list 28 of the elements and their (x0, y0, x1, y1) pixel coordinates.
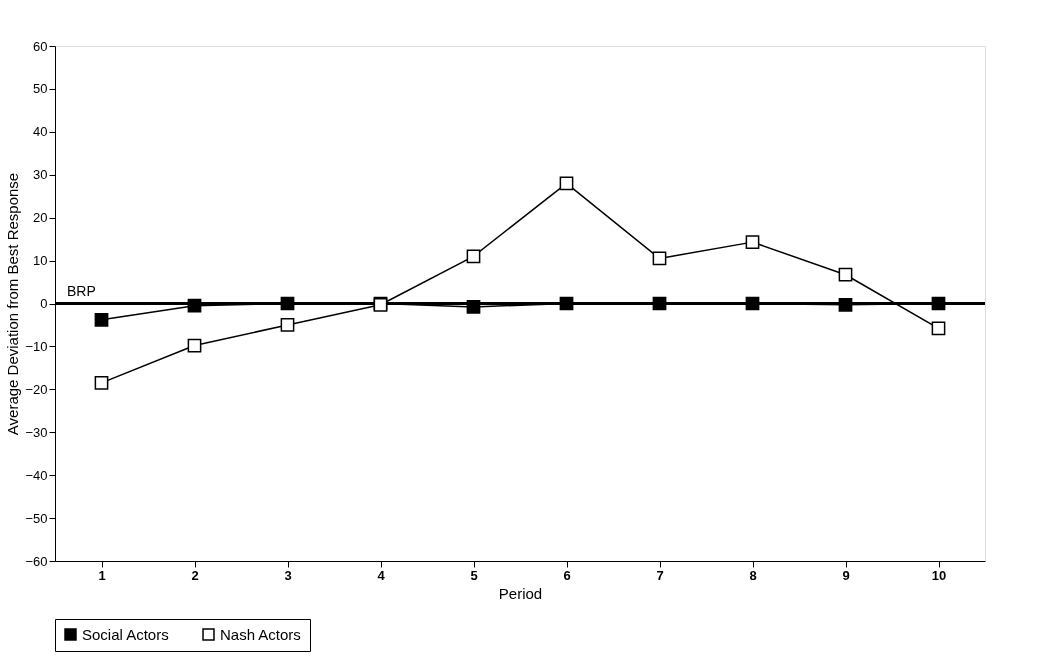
x-tick-label: 8 (749, 567, 757, 583)
legend-label: Nash Actors (220, 625, 301, 643)
y-tick-label: 20 (33, 210, 48, 226)
y-tick-label: 30 (33, 167, 48, 183)
y-tick-label: 60 (33, 38, 48, 54)
y-tick-label: −50 (25, 510, 48, 526)
x-tick-label: 1 (98, 567, 106, 583)
x-tick-label: 6 (563, 567, 571, 583)
y-tick-label: −40 (25, 467, 48, 483)
y-tick-label: −20 (25, 381, 48, 397)
x-tick-label: 10 (931, 567, 947, 583)
y-tick-label: −60 (25, 553, 48, 569)
x-tick-label: 7 (656, 567, 664, 583)
y-tick-label: −30 (25, 424, 48, 440)
y-tick-label: 10 (33, 253, 48, 269)
x-tick-label: 4 (377, 567, 386, 583)
y-tick-label: 50 (33, 81, 48, 97)
x-tick-label: 3 (284, 567, 292, 583)
y-tick-label: 0 (40, 296, 48, 311)
x-axis-title: Period (498, 584, 543, 602)
x-tick-label: 5 (470, 567, 478, 583)
y-axis-title: Average Deviation from Best Response (4, 172, 22, 436)
ref-line-label: BRP (67, 282, 96, 299)
x-tick-label: 9 (842, 567, 850, 583)
x-tick-label: 2 (191, 567, 199, 583)
legend-label: Social Actors (82, 625, 169, 643)
y-tick-label: 40 (33, 124, 48, 140)
y-tick-label: −10 (25, 338, 48, 354)
